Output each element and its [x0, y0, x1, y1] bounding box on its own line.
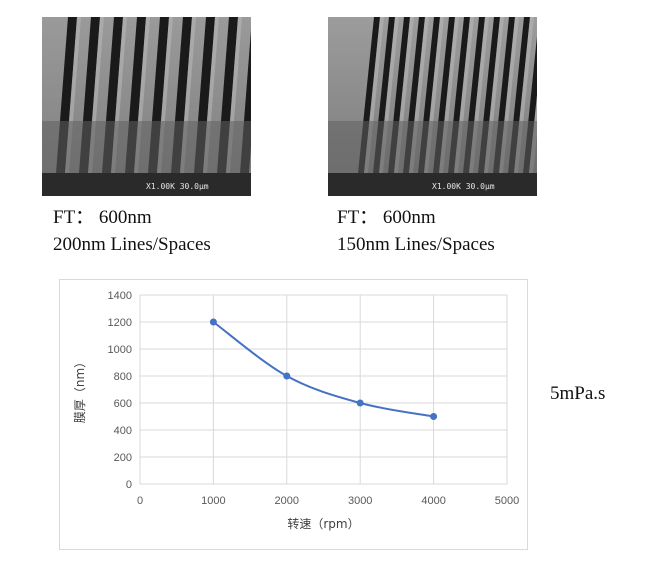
x-tick-label: 0 — [137, 495, 143, 507]
thickness-vs-speed-chart: 0 200 400 600 800 1000 1200 1400 0 1000 2000 3000 40… — [59, 279, 528, 550]
caption-film-thickness: FT： 600nm — [53, 207, 152, 228]
x-tick-label: 5000 — [495, 495, 519, 507]
sem-substrate — [42, 121, 251, 173]
y-axis-title: 膜厚（nm） — [73, 356, 87, 423]
y-tick-label: 400 — [114, 425, 132, 437]
sem-image-200nm: X1.00K 30.0µm — [42, 17, 251, 196]
data-point — [283, 372, 291, 380]
series-line — [212, 321, 434, 418]
y-tick-label: 0 — [126, 479, 132, 491]
data-point — [430, 413, 438, 420]
caption-line-spacing: 150nm Lines/Spaces — [337, 234, 495, 255]
y-tick-label: 600 — [114, 398, 132, 410]
y-tick-label: 1200 — [108, 317, 132, 329]
x-tick-label: 2000 — [275, 495, 299, 507]
x-tick-label: 1000 — [201, 495, 225, 507]
caption-film-thickness: FT： 600nm — [337, 207, 436, 228]
caption-line-spacing: 200nm Lines/Spaces — [53, 234, 211, 255]
caption-200nm: FT： 600nm 200nm Lines/Spaces — [53, 204, 211, 258]
axes: 0 200 400 600 800 1000 1200 1400 0 1000 2000 3000 40… — [108, 290, 520, 507]
sem-image-150nm: X1.00K 30.0µm — [328, 17, 537, 196]
sem-image-200nm-graphic: X1.00K 30.0µm — [42, 17, 251, 196]
chart-canvas: 0 200 400 600 800 1000 1200 1400 0 1000 2000 3000 40… — [73, 290, 520, 531]
y-tick-label: 200 — [114, 452, 132, 464]
sem-image-150nm-graphic: X1.00K 30.0µm — [328, 17, 537, 196]
grid — [139, 294, 508, 485]
scale-label: X1.00K 30.0µm — [432, 182, 495, 191]
y-tick-label: 800 — [114, 371, 132, 383]
x-axis-title: 转速（rpm） — [287, 516, 359, 531]
series — [209, 318, 438, 420]
viscosity-label: 5mPa.s — [550, 383, 606, 404]
x-tick-label: 3000 — [348, 495, 372, 507]
caption-150nm: FT： 600nm 150nm Lines/Spaces — [337, 204, 495, 258]
y-tick-label: 1000 — [108, 344, 132, 356]
y-tick-label: 1400 — [108, 290, 132, 302]
data-point — [209, 318, 217, 326]
scale-label: X1.00K 30.0µm — [146, 182, 209, 191]
x-tick-label: 4000 — [421, 495, 445, 507]
sem-substrate — [328, 121, 537, 173]
data-point — [356, 399, 364, 407]
